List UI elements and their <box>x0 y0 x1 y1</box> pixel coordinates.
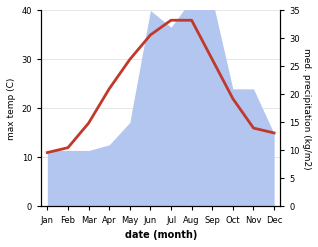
X-axis label: date (month): date (month) <box>125 230 197 240</box>
Y-axis label: med. precipitation (kg/m2): med. precipitation (kg/m2) <box>302 48 311 169</box>
Y-axis label: max temp (C): max temp (C) <box>7 77 16 140</box>
